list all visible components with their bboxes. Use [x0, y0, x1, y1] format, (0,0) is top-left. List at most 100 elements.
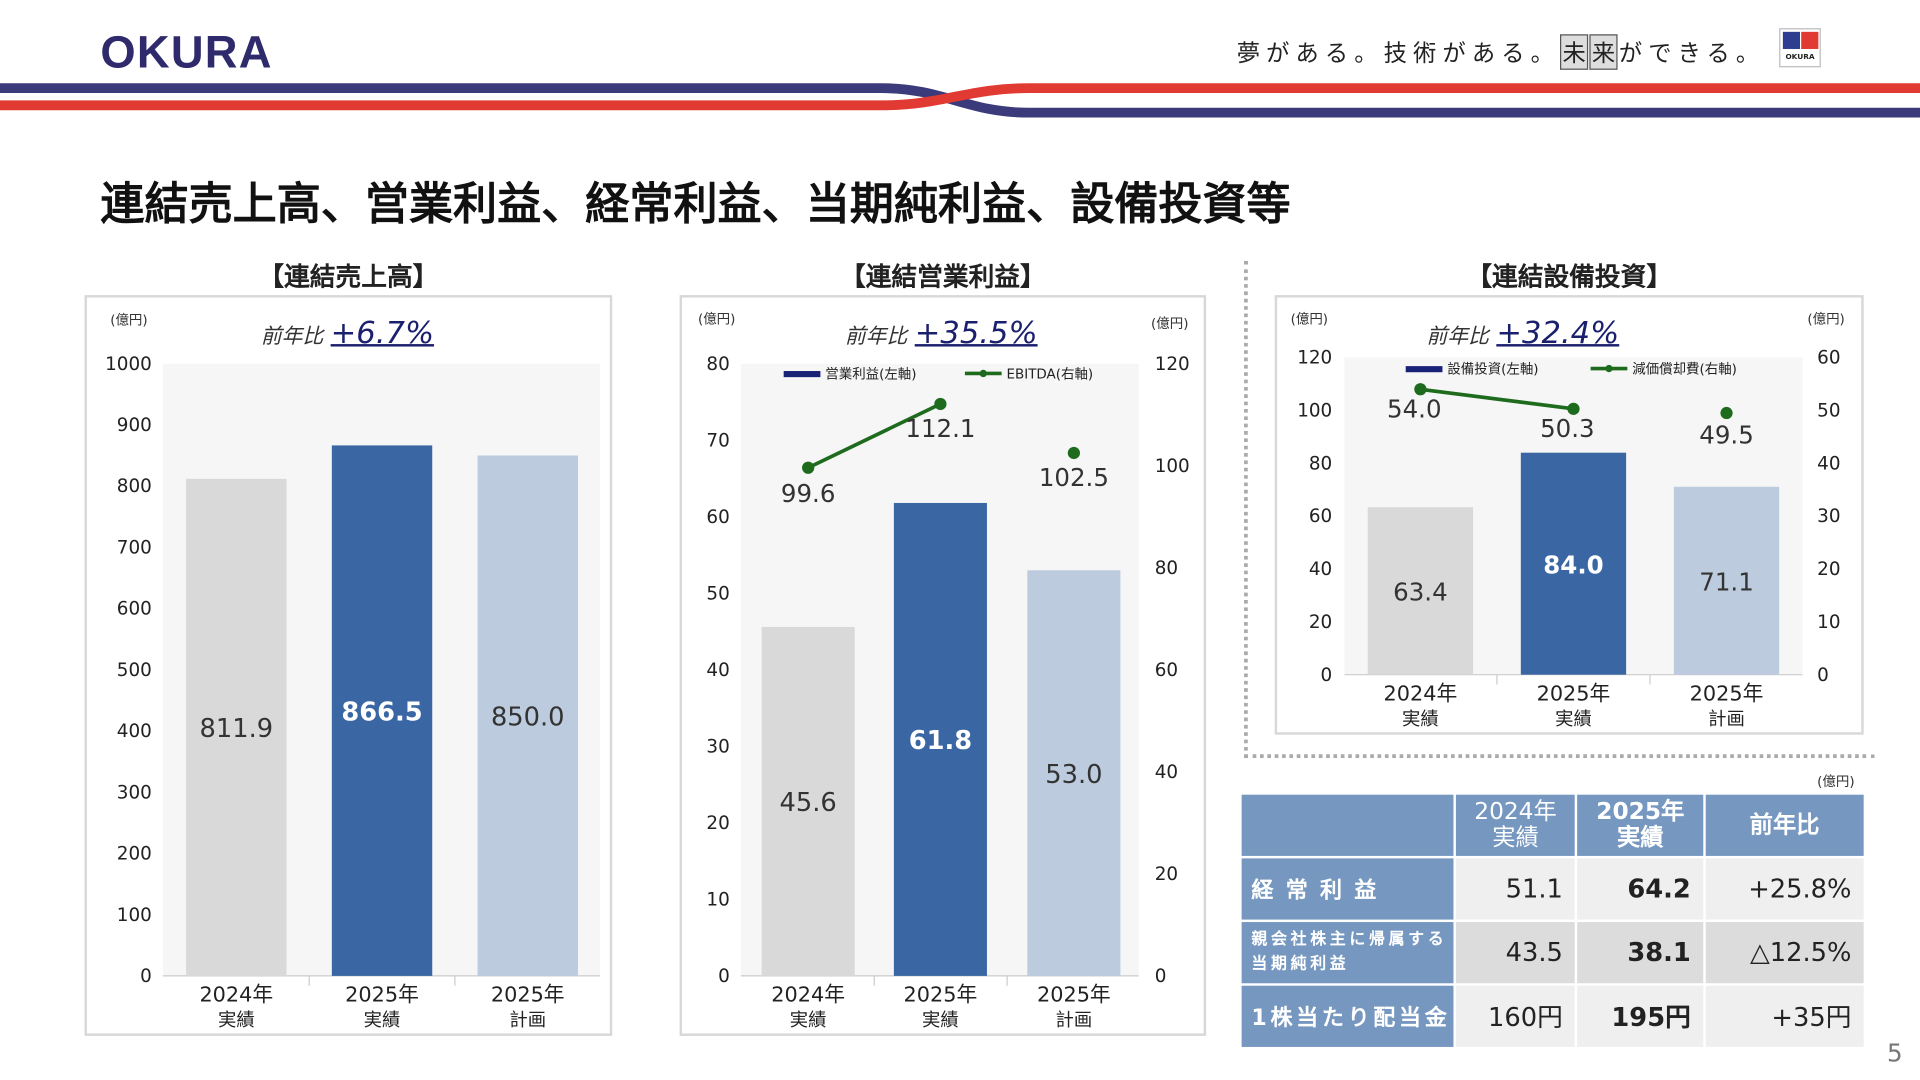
line-value-label: 102.5	[1039, 463, 1109, 492]
y2-tick-label: 0	[1817, 665, 1829, 686]
sales-yoy: 前年比 +6.7%	[260, 314, 435, 351]
bar-value-label: 84.0	[1543, 550, 1603, 579]
category-label: 実績	[1402, 709, 1439, 730]
legend-line-marker	[1605, 364, 1613, 373]
y2-tick-label: 30	[1817, 506, 1840, 527]
page-title: 連結売上高、営業利益、経常利益、当期純利益、設備投資等	[100, 180, 1291, 231]
category-label: 2025年	[1690, 681, 1764, 705]
y-tick-label: 40	[706, 660, 729, 681]
y2-tick-label: 50	[1817, 401, 1840, 422]
y2-tick-label: 40	[1817, 453, 1840, 474]
op-yoy: 前年比 +35.5%	[844, 314, 1038, 351]
bar	[477, 455, 578, 976]
line-segment	[1420, 387, 1574, 411]
cell: 195円	[1577, 985, 1704, 1047]
y2-tick-label: 120	[1155, 354, 1190, 375]
y2-tick-label: 100	[1155, 456, 1190, 477]
y-tick-label: 100	[117, 905, 152, 926]
y-tick-label: 120	[1297, 348, 1332, 369]
line-point	[1067, 446, 1081, 460]
table-header: 2025年 実績	[1577, 794, 1704, 856]
y-tick-label: 900	[117, 415, 152, 436]
line-value-label: 49.5	[1699, 421, 1753, 450]
y-tick-label: 80	[706, 354, 729, 375]
y-tick-label: 300	[117, 782, 152, 803]
line-segment	[807, 402, 942, 470]
legend-bar-label: 営業利益(左軸)	[825, 366, 916, 382]
slogan-box-1: 未	[1560, 34, 1589, 70]
y2-tick-label: 60	[1155, 660, 1178, 681]
line-point	[1720, 406, 1733, 420]
line-value-label: 112.1	[905, 414, 975, 443]
bar-value-label: 45.6	[780, 788, 837, 818]
category-label: 実績	[364, 1010, 401, 1031]
capex-unit-right: (億円)	[1807, 311, 1845, 327]
page-number: 5	[1886, 1038, 1903, 1068]
profit-table: 2024年 実績 2025年 実績 前年比 経常利益 51.1 64.2 +25…	[1239, 792, 1866, 1049]
y-tick-label: 700	[117, 537, 152, 558]
category-label: 2024年	[199, 983, 273, 1007]
y-tick-label: 60	[706, 507, 729, 528]
bar	[893, 502, 987, 976]
line-point	[1414, 383, 1427, 396]
table-header-row: 2024年 実績 2025年 実績 前年比	[1241, 794, 1864, 856]
cell: 64.2	[1577, 858, 1704, 920]
bar	[186, 478, 287, 976]
capex-dotted-frame	[1244, 260, 1875, 758]
y-tick-label: 80	[1309, 453, 1332, 474]
sales-unit: (億円)	[110, 312, 148, 329]
line-value-label: 54.0	[1387, 394, 1441, 423]
y-tick-label: 60	[1309, 506, 1332, 527]
table-header-empty	[1241, 794, 1454, 856]
category-label: 実績	[1555, 709, 1592, 730]
table-row: 1株当たり配当金 160円 195円 +35円	[1241, 985, 1864, 1047]
header-stripes	[0, 83, 1920, 118]
y2-tick-label: 40	[1155, 762, 1178, 783]
category-label: 計画	[509, 1010, 546, 1031]
y-tick-label: 70	[706, 430, 729, 451]
slogan-box-2: 来	[1589, 34, 1618, 70]
category-label: 実績	[790, 1010, 827, 1031]
bar	[1367, 507, 1474, 675]
line-point	[802, 461, 815, 474]
okura-logo: OKURA	[100, 26, 273, 78]
capex-yoy: 前年比 +32.4%	[1426, 314, 1620, 351]
category-label: 計画	[1708, 709, 1745, 730]
slogan-text-end: ができる。	[1618, 40, 1766, 68]
y2-tick-label: 20	[1817, 559, 1840, 580]
y2-tick-label: 20	[1155, 864, 1178, 885]
y2-tick-label: 10	[1817, 612, 1840, 633]
cell: 43.5	[1455, 922, 1576, 984]
table-row: 親会社株主に帰属する 当期純利益 43.5 38.1 △12.5%	[1241, 922, 1864, 984]
bar	[1673, 486, 1780, 675]
op-unit-left: (億円)	[697, 311, 736, 327]
slogan-text: 夢がある。技術がある。	[1236, 40, 1561, 68]
y-tick-label: 40	[1309, 559, 1332, 580]
y-tick-label: 0	[1321, 665, 1333, 686]
y-tick-label: 30	[706, 736, 729, 757]
y2-tick-label: 60	[1817, 348, 1840, 369]
y-tick-label: 800	[117, 476, 152, 497]
y-tick-label: 600	[117, 599, 152, 620]
y-tick-label: 10	[706, 890, 729, 911]
bar	[1027, 570, 1121, 976]
y-tick-label: 20	[706, 813, 729, 834]
y-tick-label: 100	[1297, 401, 1332, 422]
legend-bar-swatch	[783, 371, 821, 378]
corner-logo-icon: OKURA	[1779, 28, 1821, 68]
y2-tick-label: 0	[1155, 966, 1167, 987]
cell: 160円	[1455, 985, 1576, 1047]
row-label: 1株当たり配当金	[1241, 985, 1454, 1047]
cell: 38.1	[1577, 922, 1704, 984]
bar-value-label: 811.9	[200, 714, 274, 744]
legend-line-label: 減価償却費(右軸)	[1632, 360, 1737, 377]
category-label: 2024年	[771, 983, 845, 1007]
category-label: 2025年	[1537, 681, 1611, 705]
category-label: 2025年	[345, 983, 419, 1007]
y-tick-label: 200	[117, 844, 152, 865]
y-tick-label: 400	[117, 721, 152, 742]
